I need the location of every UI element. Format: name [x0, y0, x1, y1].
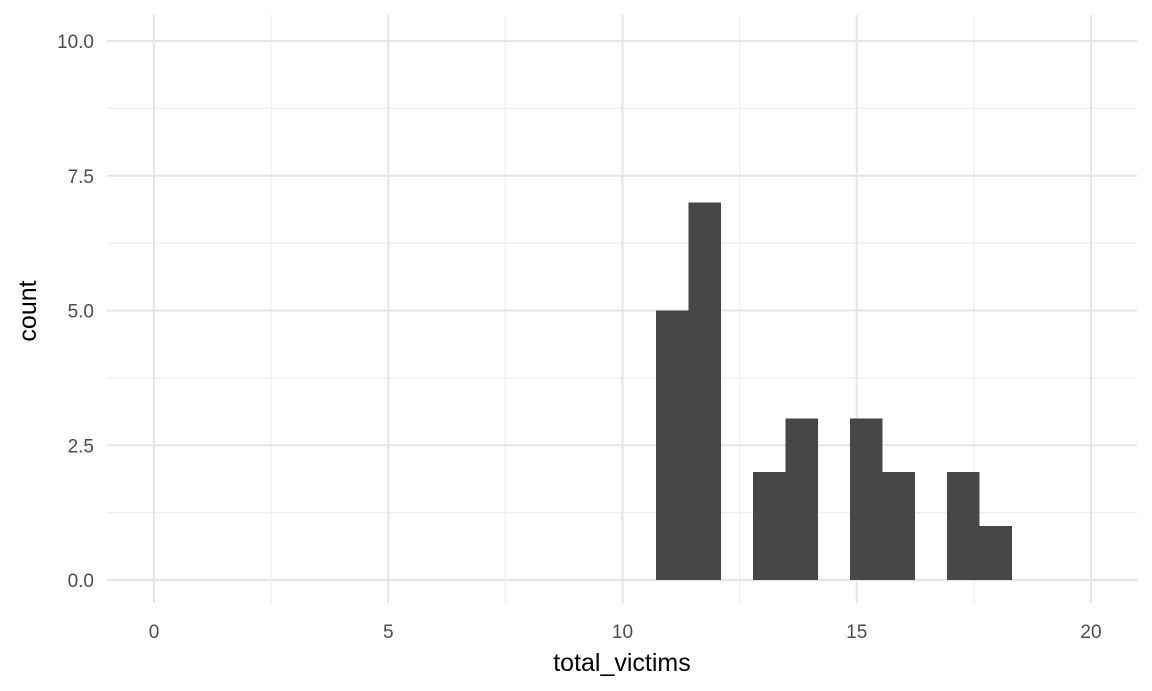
x-tick-label: 15 — [846, 622, 867, 643]
x-tick-label: 20 — [1080, 622, 1101, 643]
x-tick-label: 10 — [612, 622, 633, 643]
y-tick-label: 7.5 — [68, 167, 94, 188]
y-tick-label: 10.0 — [57, 32, 94, 53]
x-tick-label: 0 — [149, 622, 160, 643]
histogram-bars — [656, 202, 1012, 580]
histogram-bar — [688, 202, 721, 580]
x-tick-label: 5 — [383, 622, 394, 643]
histogram-bar — [947, 472, 980, 580]
x-axis-title: total_victims — [553, 649, 691, 677]
y-axis-title: count — [14, 280, 42, 341]
y-tick-label: 5.0 — [68, 302, 94, 323]
y-axis-tick-labels: 0.0 2.5 5.0 7.5 10.0 — [57, 32, 94, 592]
y-tick-label: 2.5 — [68, 436, 94, 457]
histogram-bar — [753, 472, 786, 580]
y-tick-label: 0.0 — [68, 571, 94, 592]
histogram-bar — [979, 526, 1012, 580]
histogram-bar — [785, 418, 818, 580]
histogram-bar — [656, 310, 689, 580]
histogram-bar — [882, 472, 915, 580]
histogram-bar — [850, 418, 883, 580]
major-gridlines — [107, 15, 1137, 603]
x-axis-tick-labels: 0 5 10 15 20 — [149, 622, 1102, 643]
